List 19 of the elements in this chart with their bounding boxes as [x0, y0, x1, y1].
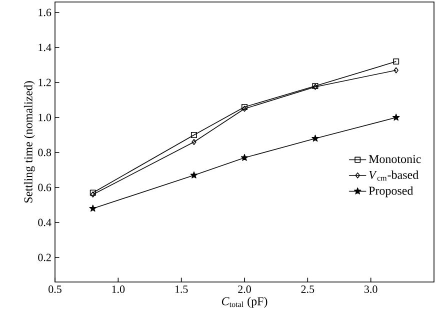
y-tick-label: 0.2 — [38, 254, 51, 262]
x-tick-label: 2.0 — [238, 286, 251, 294]
y-tick-label: 1.4 — [38, 44, 52, 52]
y-tick-label: 0.6 — [38, 184, 52, 192]
legend-label: V$_{cm}$-based — [369, 170, 418, 181]
x-tick-label: 3.0 — [364, 286, 378, 294]
y-tick-label: 1.0 — [38, 114, 52, 122]
y-tick-label: 1.2 — [38, 78, 51, 86]
y-tick-label: 0.8 — [38, 148, 52, 156]
x-tick-label: 1.0 — [112, 286, 125, 294]
x-tick-label: 1.5 — [175, 286, 188, 293]
y-axis-title: Settling time (nomalized) — [24, 81, 35, 203]
y-tick-label: 0.4 — [38, 218, 52, 226]
x-tick-label: 2.5 — [301, 286, 314, 293]
legend-label: Proposed — [368, 186, 414, 198]
x-axis-title: C$_{total}$ (pF) — [222, 296, 268, 308]
x-tick-label: 0.5 — [48, 286, 62, 294]
legend-label: Monotonic — [368, 155, 421, 164]
y-tick-label: 1.6 — [38, 8, 52, 16]
